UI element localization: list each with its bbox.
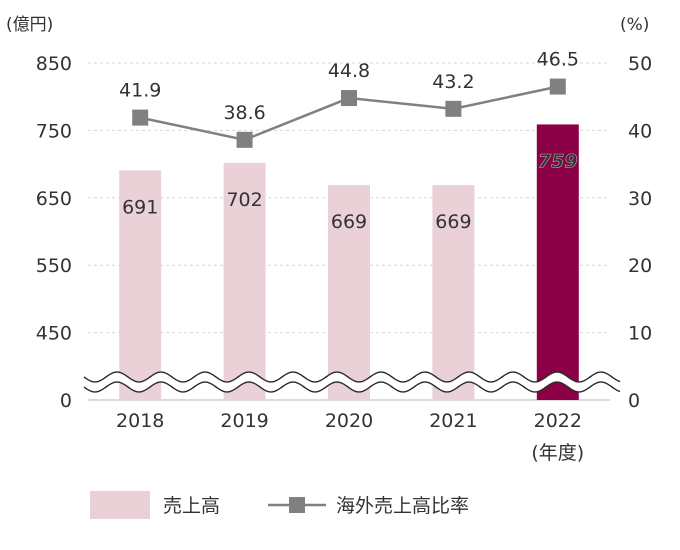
bar-value-label: 669 xyxy=(331,211,367,233)
bar-value-label: 702 xyxy=(226,189,262,211)
left-tick-label: 550 xyxy=(36,255,72,277)
bar-value-label: 759 xyxy=(538,150,578,172)
bars xyxy=(119,124,579,401)
legend-bar-swatch xyxy=(90,491,150,519)
legend: 売上高 海外売上高比率 xyxy=(90,491,469,519)
left-tick-label: 850 xyxy=(36,53,72,75)
axis-break-marks xyxy=(83,371,621,393)
ratio-marker xyxy=(341,90,357,107)
bar-value-label: 691 xyxy=(122,196,158,218)
x-tick-label: 2021 xyxy=(429,410,477,432)
right-axis-unit: (%) xyxy=(620,15,649,35)
ratio-value-label: 46.5 xyxy=(537,49,579,71)
bar-value-label: 669 xyxy=(435,211,471,233)
legend-line-label: 海外売上高比率 xyxy=(336,495,469,517)
left-axis-ticks: 850 750 650 550 450 0 xyxy=(36,53,72,412)
ratio-line xyxy=(132,78,566,148)
x-tick-label: 2018 xyxy=(116,410,164,432)
bar xyxy=(328,185,370,400)
bar xyxy=(432,185,475,400)
left-tick-label: 0 xyxy=(60,390,72,412)
legend-line-marker xyxy=(289,497,305,513)
left-tick-label: 750 xyxy=(36,120,72,142)
right-tick-label: 30 xyxy=(628,188,652,210)
right-tick-label: 0 xyxy=(628,390,640,412)
ratio-value-label: 38.6 xyxy=(223,102,265,124)
x-tick-label: 2020 xyxy=(325,410,373,432)
ratio-value-label: 44.8 xyxy=(328,60,370,82)
ratio-value-label: 43.2 xyxy=(432,71,474,93)
left-tick-label: 650 xyxy=(36,188,72,210)
left-tick-label: 450 xyxy=(36,323,72,345)
ratio-value-label: 41.9 xyxy=(119,80,161,102)
legend-bar-label: 売上高 xyxy=(163,495,220,517)
ratio-marker xyxy=(236,131,253,148)
bar xyxy=(223,162,266,400)
right-tick-label: 10 xyxy=(628,323,652,345)
right-axis-ticks: 50 40 30 20 10 0 xyxy=(628,53,652,412)
bar xyxy=(536,124,579,401)
ratio-marker xyxy=(445,100,462,117)
ratio-marker xyxy=(132,109,149,126)
left-axis-unit: (億円) xyxy=(6,15,53,35)
x-tick-sublabel: (年度) xyxy=(531,442,584,464)
break-gap xyxy=(84,372,620,392)
data-labels: 691 702 669 669 759 41.9 38.6 44.8 43.2 46.5 xyxy=(119,49,579,234)
break-line-lower xyxy=(83,381,621,393)
bar xyxy=(119,170,162,400)
x-tick-label: 2022 xyxy=(534,410,582,432)
x-tick-label: 2019 xyxy=(220,410,268,432)
break-line-upper xyxy=(83,371,621,383)
right-tick-label: 20 xyxy=(628,255,652,277)
right-tick-label: 50 xyxy=(628,53,652,75)
right-tick-label: 40 xyxy=(628,120,652,142)
x-axis-ticks: 2018 2019 2020 2021 2022 (年度) xyxy=(116,410,584,464)
ratio-marker xyxy=(549,78,566,95)
